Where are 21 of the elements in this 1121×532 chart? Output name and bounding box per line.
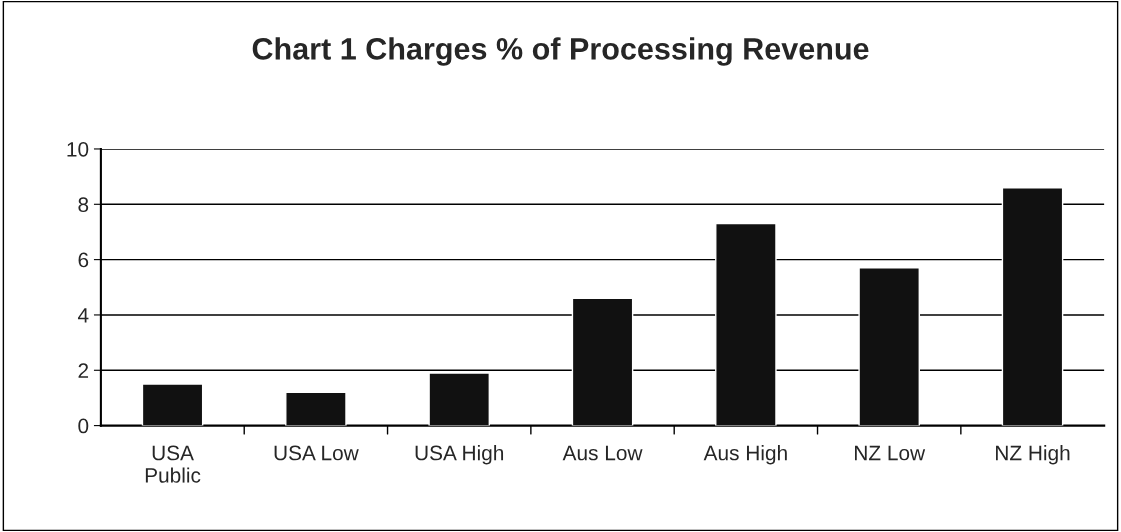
bar [428,372,491,426]
x-tick-label: NZ High [996,445,1070,465]
y-tick-label: 2 [78,363,89,378]
y-tick-label: 8 [78,197,89,213]
x-tick-label: Aus High [703,445,787,465]
bar [285,391,347,426]
x-tick-label: Aus Low [562,445,643,461]
y-tick-label: 4 [77,308,89,323]
bar [571,297,634,426]
y-tick-label: 6 [78,252,89,268]
bar [715,222,777,426]
x-tick-label: USA Public [145,445,201,483]
y-tick-label: 10 [67,141,89,157]
x-tick-label: USA Low [274,445,359,461]
chart-title: Chart 1 Charges % of Processing Revenue [252,37,869,66]
x-tick-label: NZ Low [855,445,926,461]
x-tick-label: USA High [415,445,504,465]
bar [141,383,204,426]
bar [858,267,920,426]
bar [1001,186,1064,426]
y-tick-label: 0 [78,418,89,434]
